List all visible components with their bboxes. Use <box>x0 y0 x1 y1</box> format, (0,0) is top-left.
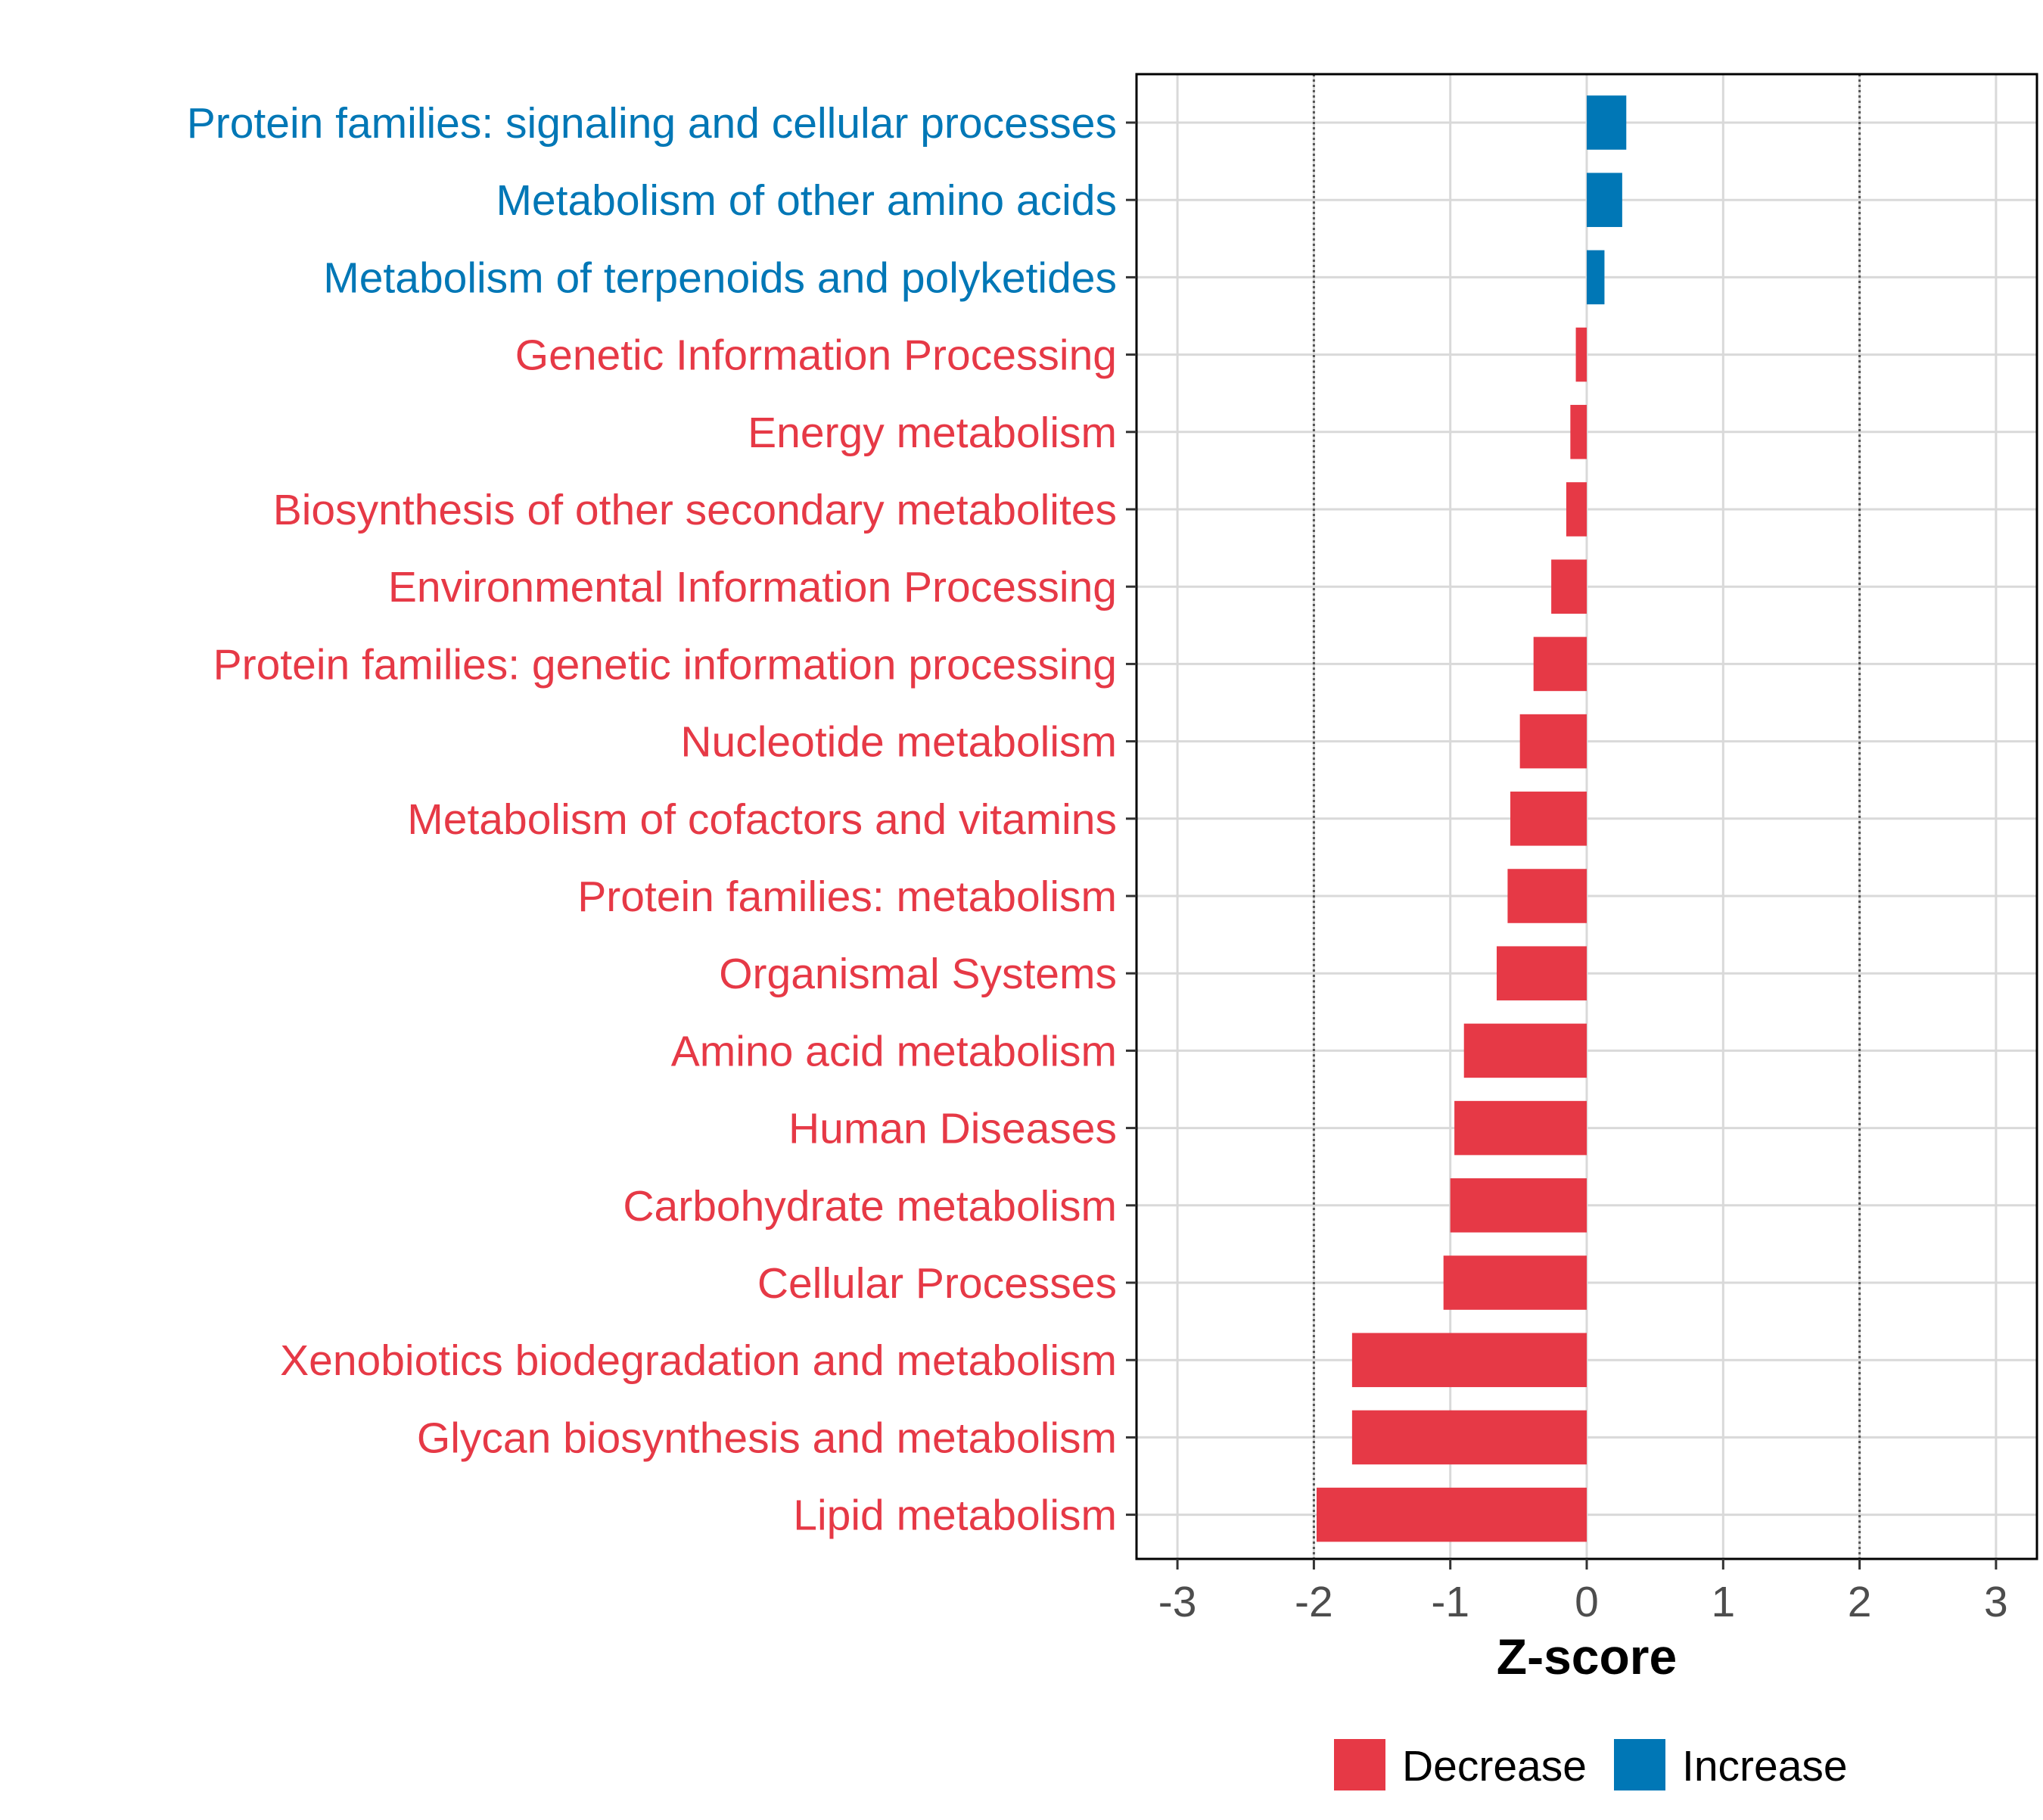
bar-3 <box>1575 327 1587 382</box>
bar-0 <box>1587 95 1627 150</box>
y-axis-category-labels: Protein families: signaling and cellular… <box>187 99 1117 1540</box>
category-label-0: Protein families: signaling and cellular… <box>187 99 1117 148</box>
legend: Decrease Increase <box>1334 1739 1848 1790</box>
category-label-14: Carbohydrate metabolism <box>623 1182 1117 1230</box>
category-label-6: Environmental Information Processing <box>388 563 1117 611</box>
bar-12 <box>1463 1023 1587 1078</box>
x-tick-label-5: 2 <box>1848 1578 1872 1626</box>
category-label-13: Human Diseases <box>788 1105 1117 1153</box>
category-label-4: Energy metabolism <box>748 409 1117 457</box>
x-tick-label-3: 0 <box>1575 1578 1599 1626</box>
category-label-12: Amino acid metabolism <box>671 1027 1117 1075</box>
category-label-17: Glycan biosynthesis and metabolism <box>417 1414 1117 1462</box>
bar-13 <box>1454 1100 1587 1156</box>
category-label-10: Protein families: metabolism <box>577 873 1117 921</box>
bar-8 <box>1519 714 1587 769</box>
bar-15 <box>1443 1255 1587 1310</box>
x-tick-label-2: -1 <box>1431 1578 1469 1626</box>
legend-swatch-increase <box>1614 1739 1665 1790</box>
bar-9 <box>1510 792 1587 846</box>
x-axis-ticks <box>1176 1559 1998 1570</box>
x-tick-label-4: 1 <box>1711 1578 1735 1626</box>
legend-swatch-decrease <box>1334 1739 1385 1790</box>
bar-17 <box>1351 1410 1587 1465</box>
bar-2 <box>1587 250 1605 305</box>
bars <box>1317 95 1627 1542</box>
category-label-16: Xenobiotics biodegradation and metabolis… <box>280 1336 1117 1385</box>
bar-4 <box>1570 405 1587 459</box>
x-tick-label-6: 3 <box>1984 1578 2008 1626</box>
category-label-18: Lipid metabolism <box>793 1492 1117 1540</box>
x-tick-label-1: -2 <box>1295 1578 1333 1626</box>
reference-lines <box>1312 74 1861 1559</box>
bar-10 <box>1507 869 1587 923</box>
category-label-2: Metabolism of terpenoids and polyketides <box>323 254 1117 302</box>
y-axis-ticks <box>1126 121 1137 1517</box>
category-label-15: Cellular Processes <box>757 1259 1117 1308</box>
bar-11 <box>1497 946 1587 1000</box>
x-axis-title: Z-score <box>1497 1629 1677 1685</box>
bar-5 <box>1566 482 1587 537</box>
category-label-9: Metabolism of cofactors and vitamins <box>407 795 1117 844</box>
category-label-5: Biosynthesis of other secondary metaboli… <box>273 486 1117 534</box>
bar-14 <box>1450 1178 1587 1233</box>
bar-6 <box>1551 559 1587 614</box>
category-label-11: Organismal Systems <box>719 950 1117 998</box>
x-tick-label-0: -3 <box>1158 1578 1197 1626</box>
legend-label-decrease: Decrease <box>1402 1742 1587 1790</box>
bar-7 <box>1533 636 1587 692</box>
bar-1 <box>1587 173 1622 227</box>
category-label-1: Metabolism of other amino acids <box>496 176 1117 225</box>
category-label-8: Nucleotide metabolism <box>680 718 1117 767</box>
category-label-7: Protein families: genetic information pr… <box>213 640 1117 689</box>
x-axis-tick-labels: -3 -2 -1 0 1 2 3 <box>1158 1578 2008 1626</box>
legend-label-increase: Increase <box>1682 1742 1848 1790</box>
bar-16 <box>1351 1333 1587 1387</box>
category-label-3: Genetic Information Processing <box>515 331 1117 380</box>
bar-18 <box>1317 1487 1587 1542</box>
